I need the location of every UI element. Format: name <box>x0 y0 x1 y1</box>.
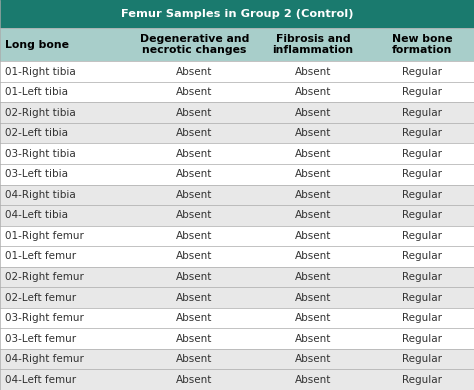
Text: Absent: Absent <box>176 231 212 241</box>
Text: Degenerative and
necrotic changes: Degenerative and necrotic changes <box>140 34 249 55</box>
Text: Regular: Regular <box>402 128 442 138</box>
Text: 01-Left femur: 01-Left femur <box>5 252 76 261</box>
Text: Absent: Absent <box>295 67 331 76</box>
Text: Absent: Absent <box>176 272 212 282</box>
Text: Regular: Regular <box>402 149 442 159</box>
Text: Absent: Absent <box>295 231 331 241</box>
Text: Absent: Absent <box>295 252 331 261</box>
Text: 03-Left tibia: 03-Left tibia <box>5 169 68 179</box>
Text: 02-Left femur: 02-Left femur <box>5 292 76 303</box>
FancyBboxPatch shape <box>0 61 474 82</box>
FancyBboxPatch shape <box>0 102 474 123</box>
Text: Absent: Absent <box>295 354 331 364</box>
Text: Absent: Absent <box>176 149 212 159</box>
Text: Absent: Absent <box>295 190 331 200</box>
FancyBboxPatch shape <box>0 184 474 205</box>
FancyBboxPatch shape <box>0 225 474 246</box>
Text: Absent: Absent <box>176 87 212 97</box>
FancyBboxPatch shape <box>0 0 474 28</box>
Text: Regular: Regular <box>402 272 442 282</box>
Text: Absent: Absent <box>295 375 331 385</box>
Text: Absent: Absent <box>176 333 212 344</box>
Text: Regular: Regular <box>402 169 442 179</box>
Text: Regular: Regular <box>402 210 442 220</box>
Text: 04-Right tibia: 04-Right tibia <box>5 190 75 200</box>
Text: Regular: Regular <box>402 354 442 364</box>
Text: 03-Right tibia: 03-Right tibia <box>5 149 75 159</box>
Text: 02-Right femur: 02-Right femur <box>5 272 83 282</box>
FancyBboxPatch shape <box>0 349 474 369</box>
Text: Absent: Absent <box>295 87 331 97</box>
Text: Absent: Absent <box>176 169 212 179</box>
Text: Femur Samples in Group 2 (Control): Femur Samples in Group 2 (Control) <box>121 9 353 19</box>
FancyBboxPatch shape <box>0 164 474 184</box>
FancyBboxPatch shape <box>0 144 474 164</box>
FancyBboxPatch shape <box>0 369 474 390</box>
Text: Absent: Absent <box>176 210 212 220</box>
Text: 02-Right tibia: 02-Right tibia <box>5 108 75 118</box>
FancyBboxPatch shape <box>0 205 474 225</box>
Text: Regular: Regular <box>402 292 442 303</box>
Text: Absent: Absent <box>295 169 331 179</box>
Text: Absent: Absent <box>295 149 331 159</box>
Text: Absent: Absent <box>295 128 331 138</box>
Text: Absent: Absent <box>176 375 212 385</box>
FancyBboxPatch shape <box>0 28 474 61</box>
Text: Absent: Absent <box>295 313 331 323</box>
Text: 04-Left femur: 04-Left femur <box>5 375 76 385</box>
Text: Regular: Regular <box>402 108 442 118</box>
Text: 01-Right femur: 01-Right femur <box>5 231 83 241</box>
Text: 01-Left tibia: 01-Left tibia <box>5 87 68 97</box>
Text: Absent: Absent <box>295 333 331 344</box>
Text: Regular: Regular <box>402 375 442 385</box>
Text: Absent: Absent <box>176 354 212 364</box>
Text: Absent: Absent <box>295 210 331 220</box>
Text: 03-Left femur: 03-Left femur <box>5 333 76 344</box>
Text: Regular: Regular <box>402 67 442 76</box>
Text: Regular: Regular <box>402 190 442 200</box>
Text: Absent: Absent <box>295 272 331 282</box>
FancyBboxPatch shape <box>0 287 474 308</box>
FancyBboxPatch shape <box>0 82 474 102</box>
Text: Long bone: Long bone <box>5 40 69 50</box>
Text: Absent: Absent <box>176 190 212 200</box>
Text: 04-Right femur: 04-Right femur <box>5 354 83 364</box>
Text: Absent: Absent <box>176 67 212 76</box>
FancyBboxPatch shape <box>0 246 474 267</box>
Text: Absent: Absent <box>176 128 212 138</box>
Text: Fibrosis and
inflammation: Fibrosis and inflammation <box>272 34 354 55</box>
Text: Regular: Regular <box>402 333 442 344</box>
Text: New bone
formation: New bone formation <box>392 34 452 55</box>
FancyBboxPatch shape <box>0 308 474 328</box>
Text: Absent: Absent <box>176 252 212 261</box>
FancyBboxPatch shape <box>0 123 474 144</box>
Text: 03-Right femur: 03-Right femur <box>5 313 83 323</box>
Text: 01-Right tibia: 01-Right tibia <box>5 67 75 76</box>
Text: Regular: Regular <box>402 231 442 241</box>
Text: 04-Left tibia: 04-Left tibia <box>5 210 68 220</box>
Text: Absent: Absent <box>176 108 212 118</box>
Text: Regular: Regular <box>402 313 442 323</box>
Text: Absent: Absent <box>176 292 212 303</box>
Text: Absent: Absent <box>295 292 331 303</box>
Text: Regular: Regular <box>402 252 442 261</box>
Text: 02-Left tibia: 02-Left tibia <box>5 128 68 138</box>
FancyBboxPatch shape <box>0 328 474 349</box>
FancyBboxPatch shape <box>0 267 474 287</box>
Text: Regular: Regular <box>402 87 442 97</box>
Text: Absent: Absent <box>295 108 331 118</box>
Text: Absent: Absent <box>176 313 212 323</box>
